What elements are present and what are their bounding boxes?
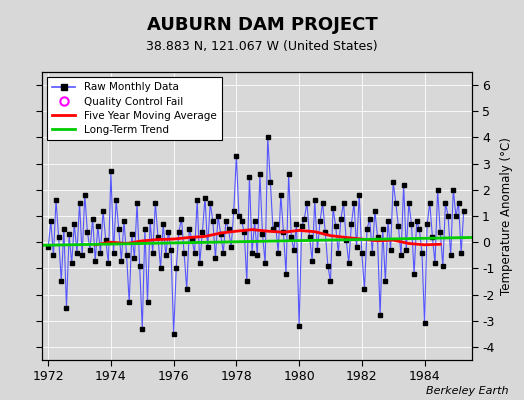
Legend: Raw Monthly Data, Quality Control Fail, Five Year Moving Average, Long-Term Tren: Raw Monthly Data, Quality Control Fail, …: [47, 77, 222, 140]
Text: AUBURN DAM PROJECT: AUBURN DAM PROJECT: [147, 16, 377, 34]
Y-axis label: Temperature Anomaly (°C): Temperature Anomaly (°C): [500, 137, 513, 295]
Text: 38.883 N, 121.067 W (United States): 38.883 N, 121.067 W (United States): [146, 40, 378, 53]
Text: Berkeley Earth: Berkeley Earth: [426, 386, 508, 396]
